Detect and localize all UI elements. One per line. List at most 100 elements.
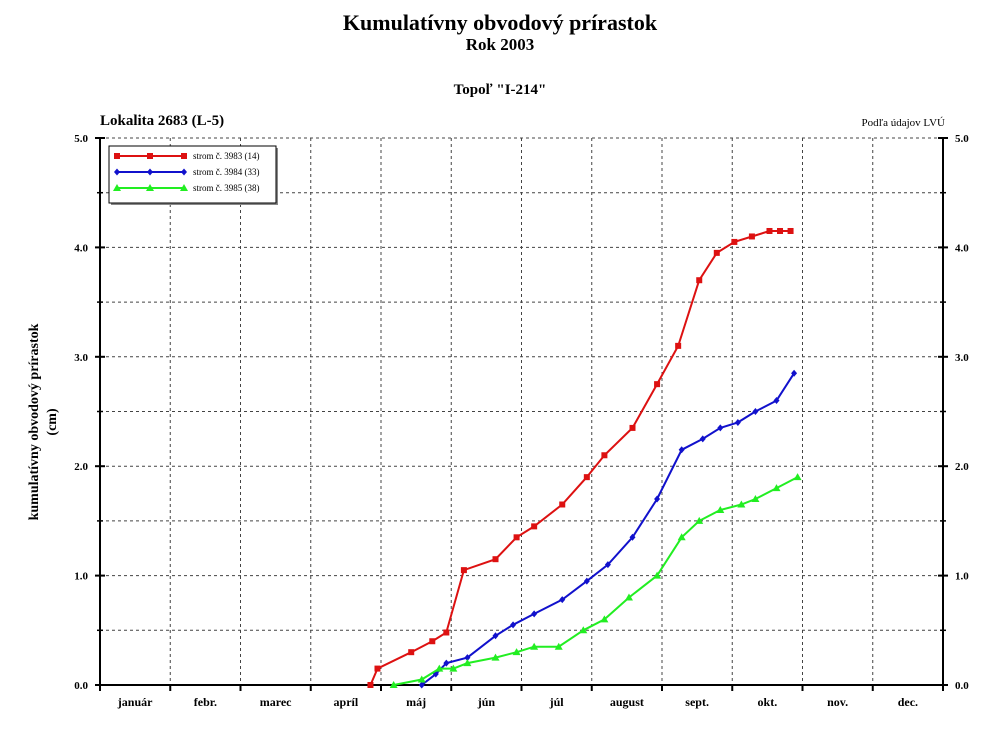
data-point [677,533,686,541]
x-month-label: dec. [898,695,918,709]
data-point [773,397,780,405]
y-tick-label-right: 4.0 [955,242,969,254]
data-point [734,418,741,426]
data-point [418,681,425,689]
y-axis-title-line-1: kumulatívny obvodový prírastok [27,323,42,520]
data-point [791,369,798,377]
x-month-label: august [610,695,644,709]
data-point [624,593,633,601]
data-point [443,629,450,636]
data-point [629,424,636,431]
chart-title: Kumulatívny obvodový prírastok [342,10,658,35]
y-axis-left: 0.0 1.0 2.0 3.0 4.0 5.0 [74,133,105,692]
grid-layer [100,138,943,685]
y-tick-label-left: 4.0 [74,242,88,254]
legend-swatch-marker [181,168,187,176]
y-tick-label-right: 3.0 [955,352,969,364]
x-month-label: marec [260,695,292,709]
data-point [435,664,444,672]
data-point [752,408,759,415]
y-tick-label-left: 3.0 [74,352,88,364]
y-tick-label-right: 5.0 [955,133,969,145]
data-point [654,495,661,503]
x-month-label: máj [406,695,426,709]
legend-label: strom č. 3984 (33) [193,167,260,177]
x-month-label: febr. [194,695,217,709]
data-point [699,435,706,443]
legend-swatch-marker [114,153,120,159]
x-month-label: sept. [685,695,709,709]
data-point [463,659,472,667]
data-point [675,342,682,349]
data-point [766,227,773,234]
y-tick-label-left: 5.0 [74,133,88,145]
y-tick-label-left: 1.0 [74,571,88,583]
legend-swatch-marker [114,168,120,176]
data-point [374,665,381,672]
data-point [751,495,760,503]
y-tick-label-right: 2.0 [955,461,969,473]
source-note: Podľa údajov LVÚ [861,117,945,129]
chart-subtitle-species: Topoľ "I-214" [453,82,547,98]
data-point [777,227,784,234]
y-tick-label-left: 2.0 [74,461,88,473]
data-point [737,500,746,508]
data-point [772,484,781,492]
y-tick-label-right: 0.0 [955,680,969,692]
x-month-label: júl [549,695,565,709]
data-point [604,561,611,569]
locality-label: Lokalita 2683 (L-5) [100,113,225,129]
legend-entry: strom č. 3985 (38) [113,183,260,193]
y-tick-label-left: 0.0 [74,680,88,692]
y-axis-title: kumulatívny obvodový prírastok (cm) [27,323,60,520]
data-point [389,681,398,688]
data-point [600,615,609,623]
x-month-label: nov. [827,695,848,709]
data-point [492,632,499,640]
y-tick-label-right: 1.0 [955,571,969,583]
data-point [491,653,500,661]
data-point [629,533,636,541]
series-line [393,476,799,686]
x-month-label: apríl [334,695,359,709]
legend: strom č. 3983 (14) strom č. 3984 (33) stro… [108,145,278,205]
data-point [583,577,590,585]
legend-swatch-marker [113,184,121,191]
data-point [464,654,471,662]
series-line [369,230,791,686]
x-month-label: január [117,695,153,709]
data-point [793,473,802,481]
data-point [787,227,794,234]
data-point [696,277,703,284]
legend-swatch-marker [147,168,153,176]
y-axis-right: 0.0 1.0 2.0 3.0 4.0 5.0 [938,133,969,692]
data-point [512,648,521,656]
series-2 [418,369,798,689]
data-point [531,610,538,618]
chart-subtitle-year: Rok 2003 [465,35,535,54]
x-month-label: jún [477,695,496,709]
data-point [417,675,426,683]
data-point [654,381,661,388]
data-point [531,523,538,530]
data-point [530,642,539,650]
data-point [367,682,374,688]
data-point [408,649,415,656]
data-point [554,642,563,650]
data-point [460,567,467,574]
data-point [510,621,517,629]
data-point [748,233,755,240]
data-point [492,556,499,563]
data-point [713,249,720,256]
legend-swatch-marker [181,153,187,159]
data-point [731,238,738,245]
data-point [429,638,436,645]
data-point [559,596,566,604]
legend-label: strom č. 3985 (38) [193,183,260,193]
data-point [579,626,588,634]
data-point [653,571,662,579]
data-point [717,424,724,432]
legend-swatch-marker [146,184,154,191]
y-axis-title-line-2: (cm) [45,408,60,436]
